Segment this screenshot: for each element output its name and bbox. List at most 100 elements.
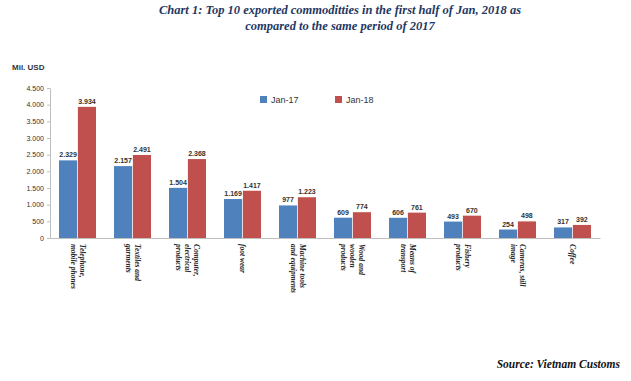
y-axis-title: Mil. USD xyxy=(12,63,45,72)
x-tick-label: Textiles andgarments xyxy=(124,243,142,281)
x-tick: Fisheryproducts xyxy=(454,238,472,271)
legend-label: Jan-17 xyxy=(271,95,299,105)
bar xyxy=(298,197,316,238)
x-tick-label: foot wear xyxy=(238,244,247,273)
data-label: 2.329 xyxy=(59,151,77,158)
data-label: 670 xyxy=(466,207,478,214)
bar xyxy=(573,225,591,238)
x-tick-label-line: products xyxy=(339,243,348,271)
y-tick-mark xyxy=(47,205,50,206)
legend: Jan-17Jan-18 xyxy=(260,95,374,105)
x-tick-label-line: garments xyxy=(124,243,133,273)
y-tick-mark xyxy=(47,221,50,222)
y-tick: 3.000 xyxy=(26,135,50,142)
y-tick: 4.000 xyxy=(26,101,50,108)
data-label: 498 xyxy=(521,212,533,219)
y-tick-mark xyxy=(47,138,50,139)
y-tick-mark xyxy=(47,188,50,189)
bar xyxy=(444,222,462,238)
bar xyxy=(554,227,572,238)
y-tick-label: 3.000 xyxy=(26,135,44,142)
y-tick-label: 4.500 xyxy=(26,85,44,92)
legend-swatch xyxy=(260,96,267,103)
x-tick-label: Means oftransport xyxy=(399,243,417,274)
x-tick: Coffee xyxy=(568,238,577,265)
y-tick: 2.500 xyxy=(26,151,50,158)
x-tick: Machine toolsand equipments xyxy=(289,238,307,293)
y-tick: 500 xyxy=(32,218,50,225)
bar xyxy=(499,230,517,238)
y-axis: 0 500 1.000 1.500 2.000 2.500 3.000 3.500 4.000 4… xyxy=(26,85,50,242)
x-tick: Cameras, stillimage xyxy=(509,238,527,287)
x-axis-line xyxy=(51,238,601,239)
data-label: 1.417 xyxy=(243,182,261,189)
y-tick-mark xyxy=(47,88,50,89)
x-tick: Means oftransport xyxy=(399,238,417,274)
y-tick-label: 3.500 xyxy=(26,118,44,125)
x-tick-label: Computer,electricalproducts xyxy=(174,243,201,276)
data-label: 1.223 xyxy=(298,188,316,195)
data-label: 2.491 xyxy=(133,146,151,153)
bar xyxy=(78,107,96,238)
data-label: 493 xyxy=(447,213,459,220)
legend-swatch xyxy=(335,96,342,103)
x-tick-label-line: products xyxy=(454,243,463,271)
y-tick-mark xyxy=(47,155,50,156)
bar xyxy=(224,199,242,238)
data-labels: 2.3292.1571.5041.1699776096064932543173.… xyxy=(59,98,588,228)
x-axis: Telephone,mobile phones Textiles andgarme… xyxy=(51,238,601,293)
title-line: Chart 1: Top 10 exported commoditties in… xyxy=(159,3,521,17)
y-tick-label: 1.000 xyxy=(26,201,44,208)
bar xyxy=(133,155,151,238)
bar xyxy=(389,218,407,238)
x-tick-label: Machine toolsand equipments xyxy=(289,243,307,293)
data-label: 606 xyxy=(392,209,404,216)
bar xyxy=(463,216,481,238)
y-tick: 0 xyxy=(40,235,50,242)
y-tick-mark xyxy=(47,238,50,239)
bar xyxy=(59,160,77,238)
data-label: 1.169 xyxy=(224,190,242,197)
x-tick-label: Cameras, stillimage xyxy=(509,244,527,287)
x-tick-label-line: electrical xyxy=(183,244,192,273)
y-tick-label: 2.500 xyxy=(26,151,44,158)
x-tick: Wood andwoodenproducts xyxy=(339,238,366,275)
x-tick-label: Wood andwoodenproducts xyxy=(339,243,366,275)
y-tick-label: 0 xyxy=(40,235,44,242)
x-tick-label-line: transport xyxy=(399,244,408,273)
y-tick: 4.500 xyxy=(26,85,50,92)
x-tick: Computer,electricalproducts xyxy=(174,238,201,276)
y-tick-label: 500 xyxy=(32,218,44,225)
x-tick-label-line: Coffee xyxy=(568,244,577,265)
x-tick-label-line: Means of xyxy=(408,243,417,274)
x-tick-label-line: Computer, xyxy=(192,244,201,276)
x-tick-label-line: Telephone, xyxy=(78,244,87,278)
x-tick-label: Telephone,mobile phones xyxy=(69,244,87,289)
y-axis-line xyxy=(50,89,51,239)
x-tick-label-line: and equipments xyxy=(289,244,298,293)
data-label: 1.504 xyxy=(169,179,187,186)
x-tick-label-line: mobile phones xyxy=(69,244,78,289)
data-label: 317 xyxy=(557,218,569,225)
bar xyxy=(243,191,261,238)
y-tick: 1.500 xyxy=(26,185,50,192)
x-tick-label-line: products xyxy=(174,243,183,271)
x-tick-label-line: wooden xyxy=(348,244,357,268)
data-label: 977 xyxy=(282,196,294,203)
bar xyxy=(188,159,206,238)
bar xyxy=(169,188,187,238)
y-tick-label: 2.000 xyxy=(26,168,44,175)
x-tick-label-line: Machine tools xyxy=(298,243,307,288)
bar xyxy=(334,218,352,238)
data-label: 2.368 xyxy=(188,150,206,157)
x-tick-label-line: Cameras, still xyxy=(518,244,527,287)
x-tick-label-line: Wood and xyxy=(357,244,366,275)
x-tick-label-line: foot wear xyxy=(238,244,247,273)
x-tick: foot wear xyxy=(238,238,247,273)
source: Source: Vietnam Customs xyxy=(497,358,621,370)
data-label: 392 xyxy=(576,216,588,223)
data-label: 774 xyxy=(356,203,368,210)
data-label: 609 xyxy=(337,209,349,216)
y-tick: 3.500 xyxy=(26,118,50,125)
data-label: 3.934 xyxy=(78,98,96,105)
